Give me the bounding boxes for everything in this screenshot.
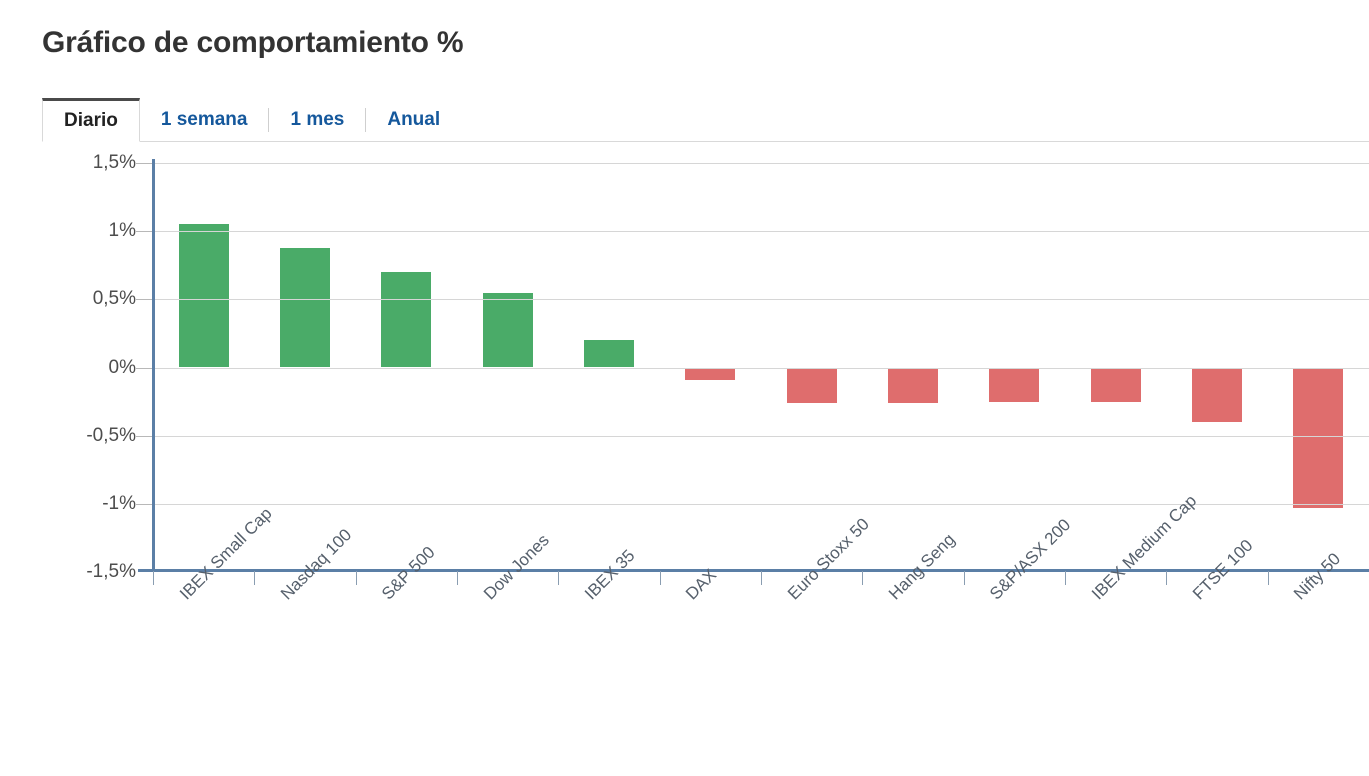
- x-axis-tick: [1267, 571, 1269, 585]
- x-axis-tick: [761, 571, 762, 585]
- bars-layer: [0, 142, 1369, 776]
- y-axis-tick: [136, 163, 152, 164]
- x-axis-line: [152, 569, 1369, 572]
- tab-label: Anual: [387, 108, 441, 130]
- bar[interactable]: [1293, 367, 1344, 508]
- y-axis-label: 0%: [108, 356, 136, 378]
- gridline: [153, 163, 1369, 164]
- x-axis-tick: [254, 571, 256, 585]
- x-axis-tick: [963, 571, 965, 585]
- y-axis-label: 1%: [108, 220, 136, 242]
- x-axis-tick: [558, 571, 560, 585]
- y-axis-label: -1%: [102, 492, 136, 514]
- x-axis-tick: [862, 571, 864, 585]
- tab-label: 1 mes: [290, 108, 345, 130]
- gridline: [153, 367, 1369, 369]
- x-axis-stub: [138, 569, 153, 572]
- bar[interactable]: [1090, 367, 1141, 402]
- bar[interactable]: [482, 292, 533, 368]
- tab-label: Diario: [64, 110, 118, 131]
- y-axis-label: 0,5%: [92, 288, 136, 310]
- bar[interactable]: [989, 367, 1040, 402]
- y-axis-tick: [136, 231, 152, 233]
- bar[interactable]: [584, 340, 634, 368]
- page-title: Gráfico de comportamiento %: [42, 26, 464, 59]
- chart-plot-area: 1,5% 1% 0,5% 0% -0,5% -1% -1,5% IBEX Small Cap N…: [0, 142, 1369, 776]
- y-axis-label: -1,5%: [86, 561, 136, 582]
- gridline: [153, 299, 1369, 301]
- tab-1-mes[interactable]: 1 mes: [269, 98, 365, 141]
- y-axis-tick: [136, 435, 152, 437]
- gridline: [153, 503, 1369, 505]
- bar[interactable]: [786, 367, 837, 403]
- tab-anual[interactable]: Anual: [366, 98, 461, 141]
- x-axis-tick: [355, 571, 357, 585]
- x-axis-tick: [457, 571, 458, 585]
- x-axis-tick: [1166, 571, 1168, 585]
- bar[interactable]: [178, 224, 229, 368]
- bar[interactable]: [1192, 367, 1242, 423]
- x-axis-tick: [1065, 571, 1066, 585]
- gridline: [153, 231, 1369, 233]
- tab-diario[interactable]: Diario: [42, 98, 140, 142]
- bar[interactable]: [888, 367, 938, 403]
- y-axis-tick: [136, 299, 152, 301]
- y-axis-line: [152, 159, 155, 571]
- y-axis-tick: [136, 503, 152, 505]
- tab-1-semana[interactable]: 1 semana: [140, 98, 269, 141]
- tab-separator: [268, 107, 270, 132]
- y-axis-label: -0,5%: [86, 424, 136, 446]
- x-axis-tick: [153, 571, 154, 585]
- bar[interactable]: [685, 367, 736, 380]
- gridline: [153, 435, 1369, 437]
- bar[interactable]: [381, 272, 432, 368]
- y-axis-tick: [136, 367, 152, 369]
- tab-separator: [365, 107, 367, 132]
- period-tabs: Diario 1 semana 1 mes Anual: [42, 98, 1369, 142]
- tab-label: 1 semana: [160, 108, 248, 130]
- y-axis-label: 1,5%: [92, 152, 136, 173]
- bar[interactable]: [280, 247, 330, 368]
- x-axis-tick: [659, 571, 661, 585]
